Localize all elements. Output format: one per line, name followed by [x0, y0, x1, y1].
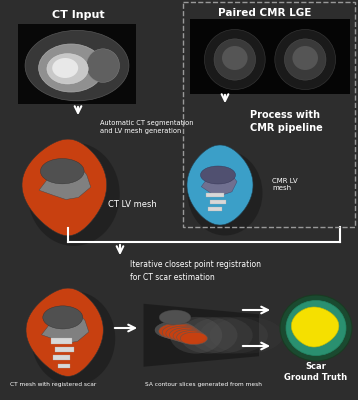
Ellipse shape [31, 291, 115, 386]
Ellipse shape [173, 329, 204, 343]
Ellipse shape [204, 30, 265, 90]
Ellipse shape [25, 30, 129, 101]
Ellipse shape [166, 326, 200, 341]
Ellipse shape [169, 328, 202, 342]
Ellipse shape [200, 317, 268, 354]
Ellipse shape [43, 306, 83, 329]
Bar [210, 200, 226, 204]
Ellipse shape [214, 39, 256, 80]
Bar [190, 19, 350, 94]
Polygon shape [22, 139, 107, 236]
Ellipse shape [86, 49, 120, 82]
Text: CT mesh with registered scar: CT mesh with registered scar [10, 382, 96, 387]
Ellipse shape [210, 317, 283, 354]
Polygon shape [39, 162, 91, 200]
Bar [206, 193, 224, 197]
Text: Iterative closest point registration
for CT scar estimation: Iterative closest point registration for… [130, 260, 261, 282]
Text: SA contour slices generated from mesh: SA contour slices generated from mesh [145, 382, 262, 387]
Ellipse shape [284, 39, 326, 80]
Ellipse shape [159, 323, 197, 339]
Ellipse shape [155, 322, 195, 338]
Ellipse shape [280, 295, 352, 361]
Bar [53, 355, 70, 360]
Polygon shape [201, 170, 237, 195]
Text: CT Input: CT Input [52, 10, 104, 20]
Ellipse shape [28, 142, 120, 246]
Text: Paired CMR LGE: Paired CMR LGE [218, 8, 312, 18]
Bar [58, 364, 70, 368]
Polygon shape [42, 309, 89, 343]
Bar [18, 24, 136, 104]
Text: CMR LV
mesh: CMR LV mesh [272, 178, 297, 192]
Bar [208, 207, 222, 211]
Ellipse shape [188, 150, 262, 236]
Text: Scar
Ground Truth: Scar Ground Truth [285, 362, 348, 382]
Ellipse shape [222, 46, 248, 70]
Ellipse shape [200, 166, 236, 184]
Ellipse shape [39, 44, 103, 92]
Text: CT LV mesh: CT LV mesh [108, 200, 157, 209]
Ellipse shape [180, 332, 208, 345]
Bar [51, 338, 72, 344]
Ellipse shape [47, 54, 88, 84]
Ellipse shape [180, 317, 237, 354]
Ellipse shape [170, 317, 222, 354]
Bar [55, 347, 74, 352]
Polygon shape [26, 288, 103, 376]
Text: Process with
CMR pipeline: Process with CMR pipeline [250, 110, 323, 133]
Ellipse shape [52, 58, 78, 78]
Ellipse shape [159, 310, 191, 325]
Ellipse shape [40, 158, 84, 184]
Text: Automatic CT segmentation
and LV mesh generation: Automatic CT segmentation and LV mesh ge… [100, 120, 194, 134]
Ellipse shape [286, 300, 346, 356]
Ellipse shape [292, 46, 318, 70]
Ellipse shape [275, 30, 335, 90]
Polygon shape [144, 304, 259, 367]
Ellipse shape [190, 317, 253, 354]
Polygon shape [291, 307, 339, 347]
Ellipse shape [162, 324, 199, 340]
Polygon shape [187, 145, 253, 225]
Ellipse shape [176, 330, 206, 344]
